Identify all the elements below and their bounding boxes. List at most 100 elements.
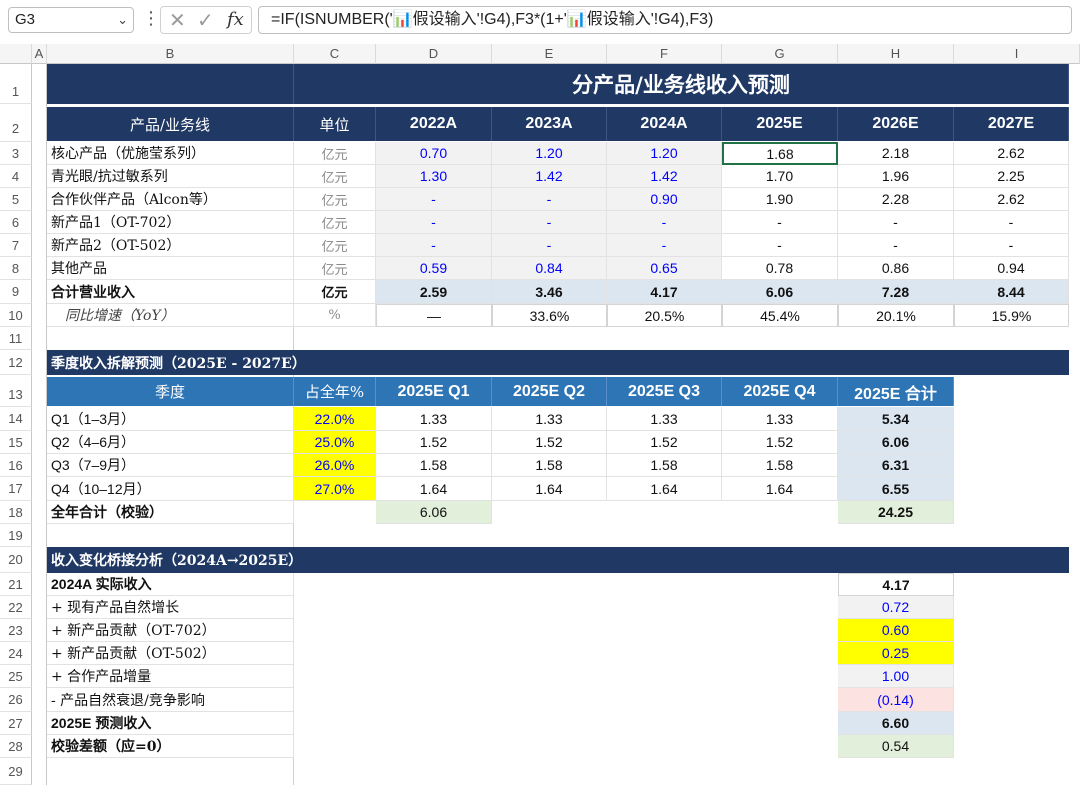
quarter-value[interactable]: 1.52 xyxy=(607,431,722,454)
value-cell[interactable]: 1.42 xyxy=(492,165,607,188)
bridge-label[interactable]: + 新产品贡献（OT-702） xyxy=(47,619,294,642)
quarter-value[interactable]: 1.58 xyxy=(492,454,607,477)
total-value[interactable]: 8.44 xyxy=(954,280,1069,304)
value-cell[interactable]: - xyxy=(722,234,838,257)
yoy-label[interactable]: 同比增速（YoY） xyxy=(47,304,294,327)
product-name[interactable]: 新产品1（OT-702） xyxy=(47,211,294,234)
bridge-label[interactable]: 校验差额（应=0） xyxy=(47,735,294,758)
quarterly-section-title[interactable]: 季度收入拆解预测（2025E - 2027E） xyxy=(47,350,1069,375)
column-header-i[interactable]: I xyxy=(954,44,1080,64)
column-header-h[interactable]: H xyxy=(838,44,954,64)
unit-cell[interactable]: 亿元 xyxy=(294,211,376,234)
quarter-total[interactable]: 5.34 xyxy=(838,407,954,431)
quarter-value[interactable]: 1.58 xyxy=(722,454,838,477)
row-header[interactable]: 12 xyxy=(0,350,32,375)
row-header[interactable]: 21 xyxy=(0,573,32,596)
row-header[interactable]: 2 xyxy=(0,104,32,142)
unit-cell[interactable]: 亿元 xyxy=(294,234,376,257)
value-cell[interactable]: 0.86 xyxy=(838,257,954,280)
total-value[interactable]: 3.46 xyxy=(492,280,607,304)
yoy-value[interactable]: 33.6% xyxy=(492,304,607,327)
bridge-label[interactable]: + 现有产品自然增长 xyxy=(47,596,294,619)
bridge-label[interactable]: 2024A 实际收入 xyxy=(47,573,294,596)
selected-cell-g3[interactable]: 1.68 xyxy=(722,142,838,165)
bridge-value[interactable]: 1.00 xyxy=(838,665,954,688)
row-header[interactable]: 28 xyxy=(0,735,32,758)
product-name[interactable]: 其他产品 xyxy=(47,257,294,280)
row-header[interactable]: 26 xyxy=(0,688,32,712)
quarter-value[interactable]: 1.52 xyxy=(492,431,607,454)
value-cell[interactable]: 1.42 xyxy=(607,165,722,188)
row-header[interactable]: 27 xyxy=(0,712,32,735)
row-header[interactable]: 8 xyxy=(0,257,32,280)
value-cell[interactable]: 1.96 xyxy=(838,165,954,188)
quarter-label[interactable]: Q1（1–3月） xyxy=(47,407,294,431)
row-header[interactable]: 13 xyxy=(0,375,32,407)
value-cell[interactable]: 0.78 xyxy=(722,257,838,280)
select-all-corner[interactable] xyxy=(0,44,32,64)
row-header[interactable]: 23 xyxy=(0,619,32,642)
value-cell[interactable]: 2.18 xyxy=(838,142,954,165)
value-cell[interactable]: - xyxy=(954,234,1069,257)
quarter-value[interactable]: 1.33 xyxy=(492,407,607,431)
quarter-value[interactable]: 1.64 xyxy=(607,477,722,501)
quarter-share[interactable]: 22.0% xyxy=(294,407,376,431)
quarter-label[interactable]: Q4（10–12月） xyxy=(47,477,294,501)
yoy-value[interactable]: 20.1% xyxy=(838,304,954,327)
value-cell[interactable]: - xyxy=(722,211,838,234)
confirm-icon[interactable]: ✓ xyxy=(197,8,214,32)
quarter-share[interactable]: 25.0% xyxy=(294,431,376,454)
value-cell[interactable]: 1.90 xyxy=(722,188,838,211)
insert-function-icon[interactable]: fx xyxy=(227,9,244,30)
bridge-value[interactable]: (0.14) xyxy=(838,688,954,712)
value-cell[interactable]: 2.28 xyxy=(838,188,954,211)
bridge-value[interactable]: 0.60 xyxy=(838,619,954,642)
row-header[interactable]: 22 xyxy=(0,596,32,619)
formula-input[interactable]: =IF(ISNUMBER('📊假设输入'!G4),F3*(1+'📊假设输入'!G… xyxy=(258,6,1072,34)
row-header[interactable]: 18 xyxy=(0,501,32,524)
unit-cell[interactable]: 亿元 xyxy=(294,257,376,280)
quarter-value[interactable]: 1.58 xyxy=(607,454,722,477)
yoy-value[interactable]: — xyxy=(376,304,492,327)
total-value[interactable]: 2.59 xyxy=(376,280,492,304)
value-cell[interactable]: 1.20 xyxy=(607,142,722,165)
cancel-icon[interactable]: ✕ xyxy=(169,8,186,32)
yoy-value[interactable]: 45.4% xyxy=(722,304,838,327)
row-header[interactable]: 20 xyxy=(0,547,32,573)
bridge-value[interactable]: 6.60 xyxy=(838,712,954,735)
row-header[interactable]: 19 xyxy=(0,524,32,547)
quarter-total[interactable]: 6.55 xyxy=(838,477,954,501)
column-header-e[interactable]: E xyxy=(492,44,607,64)
quarter-value[interactable]: 1.33 xyxy=(376,407,492,431)
value-cell[interactable]: 2.62 xyxy=(954,188,1069,211)
row-header[interactable]: 10 xyxy=(0,304,32,327)
bridge-label[interactable]: + 新产品贡献（OT-502） xyxy=(47,642,294,665)
bridge-label[interactable]: - 产品自然衰退/竞争影响 xyxy=(47,688,294,712)
bridge-section-title[interactable]: 收入变化桥接分析（2024A→2025E） xyxy=(47,547,1069,573)
bridge-value[interactable]: 0.54 xyxy=(838,735,954,758)
annual-check-d[interactable]: 6.06 xyxy=(376,501,492,524)
total-value[interactable]: 7.28 xyxy=(838,280,954,304)
total-label[interactable]: 合计营业收入 xyxy=(47,280,294,304)
quarter-value[interactable]: 1.33 xyxy=(607,407,722,431)
value-cell[interactable]: - xyxy=(954,211,1069,234)
column-header-f[interactable]: F xyxy=(607,44,722,64)
annual-check-label[interactable]: 全年合计（校验） xyxy=(47,501,294,524)
quarter-value[interactable]: 1.64 xyxy=(376,477,492,501)
value-cell[interactable]: - xyxy=(376,234,492,257)
quarter-label[interactable]: Q2（4–6月） xyxy=(47,431,294,454)
value-cell[interactable]: 2.62 xyxy=(954,142,1069,165)
column-header-b[interactable]: B xyxy=(47,44,294,64)
quarter-label[interactable]: Q3（7–9月） xyxy=(47,454,294,477)
value-cell[interactable]: - xyxy=(376,211,492,234)
column-header-a[interactable]: A xyxy=(32,44,47,64)
quarter-share[interactable]: 26.0% xyxy=(294,454,376,477)
product-name[interactable]: 合作伙伴产品（Alcon等） xyxy=(47,188,294,211)
quarter-total[interactable]: 6.31 xyxy=(838,454,954,477)
value-cell[interactable]: - xyxy=(492,234,607,257)
row-header[interactable]: 9 xyxy=(0,280,32,304)
value-cell[interactable]: 0.90 xyxy=(607,188,722,211)
row-header[interactable]: 7 xyxy=(0,234,32,257)
value-cell[interactable]: - xyxy=(492,211,607,234)
quarter-value[interactable]: 1.58 xyxy=(376,454,492,477)
